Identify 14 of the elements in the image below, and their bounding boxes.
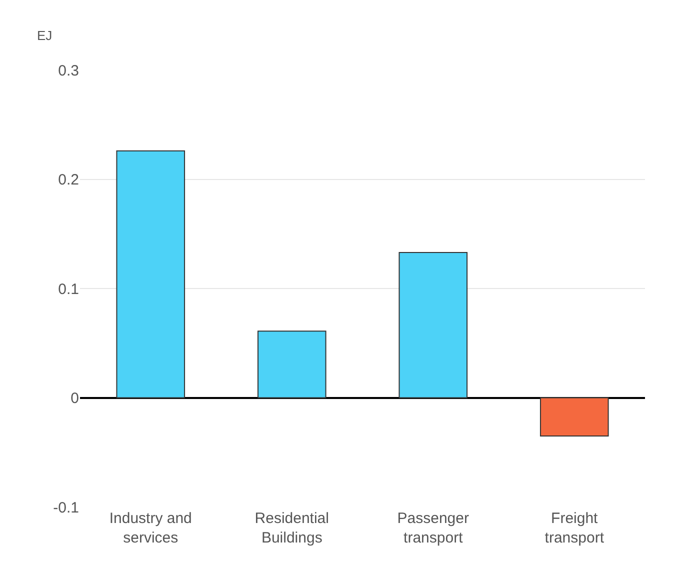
x-tick-label: Passenger transport xyxy=(397,510,469,546)
y-tick-label: 0.3 xyxy=(58,62,79,80)
bar xyxy=(398,252,468,398)
y-tick-label: 0.1 xyxy=(58,280,79,298)
y-tick-label: 0.2 xyxy=(58,172,79,188)
y-tick-label: -0.1 xyxy=(53,499,79,516)
x-tick-label: Freight transport xyxy=(544,510,605,546)
x-tick-label: Industry and services xyxy=(109,510,192,546)
bar xyxy=(540,397,609,436)
bar xyxy=(116,150,186,398)
bar xyxy=(257,330,326,398)
y-axis-title: EJ xyxy=(37,28,52,43)
x-tick-label: Residential Buildings xyxy=(254,510,329,546)
y-tick-label: 0 xyxy=(70,390,79,407)
